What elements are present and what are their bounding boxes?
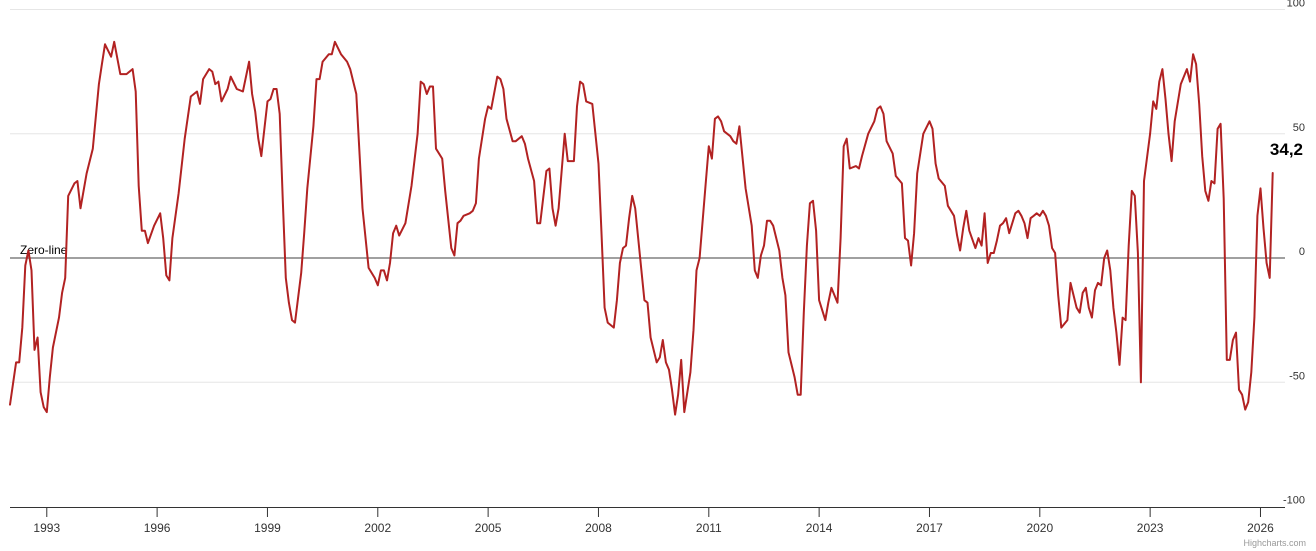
x-tick-label: 1999 — [254, 521, 281, 535]
x-tick-label: 1993 — [33, 521, 60, 535]
credits-link[interactable]: Highcharts.com — [1243, 538, 1306, 548]
x-tick-label: 2017 — [916, 521, 943, 535]
y-tick-label: -100 — [1283, 495, 1305, 507]
y-grid — [10, 9, 1285, 383]
x-tick-label: 1996 — [144, 521, 171, 535]
y-tick-label: 50 — [1293, 122, 1305, 134]
x-tick-label: 2023 — [1137, 521, 1164, 535]
zero-line-label: Zero-line — [20, 243, 68, 257]
x-tick-label: 2026 — [1247, 521, 1274, 535]
x-tick-label: 2002 — [364, 521, 391, 535]
x-tick-label: 2020 — [1026, 521, 1053, 535]
y-tick-label: 0 — [1299, 246, 1305, 258]
last-value-label: 34,2 — [1270, 140, 1303, 159]
x-tick-label: 2014 — [806, 521, 833, 535]
y-axis: 100 50 0 -50 -100 — [1283, 0, 1305, 507]
x-tick-label: 2005 — [475, 521, 502, 535]
y-tick-label: -50 — [1289, 370, 1305, 382]
x-axis: 1993 1996 1999 2002 2005 2008 2011 2014 2017 2020… — [33, 507, 1274, 535]
series-line[interactable] — [9, 40, 1274, 416]
x-tick-label: 2011 — [696, 521, 722, 535]
x-tick-label: 2008 — [585, 521, 612, 535]
y-tick-label: 100 — [1287, 0, 1305, 10]
